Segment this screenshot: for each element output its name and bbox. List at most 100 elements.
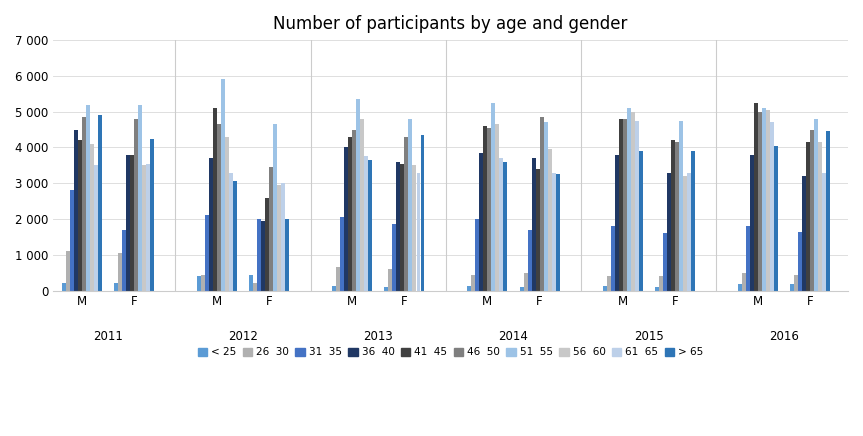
Bar [221,79,225,291]
Bar [810,129,814,291]
Bar [532,158,536,291]
Bar [337,267,340,291]
Bar [468,286,471,291]
Bar [655,287,658,291]
Bar [253,283,257,291]
Bar [639,151,643,291]
Bar [138,105,142,291]
Bar [142,165,146,291]
Bar [114,283,118,291]
Bar [791,284,794,291]
Bar [814,119,818,291]
Bar [82,117,85,291]
Bar [667,173,671,291]
Text: 2016: 2016 [769,330,799,343]
Bar [671,140,675,291]
Bar [683,176,687,291]
Bar [146,164,150,291]
Bar [90,144,93,291]
Bar [675,142,679,291]
Bar [483,126,488,291]
Bar [118,253,122,291]
Bar [556,174,559,291]
Bar [134,119,138,291]
Bar [356,99,360,291]
Bar [520,287,524,291]
Bar [78,140,82,291]
Bar [400,164,405,291]
Bar [130,155,134,291]
Bar [622,119,627,291]
Bar [627,108,631,291]
Bar [738,284,742,291]
Bar [551,173,556,291]
Bar [503,162,507,291]
Bar [281,183,285,291]
Bar [770,123,774,291]
Bar [687,173,691,291]
Bar [607,276,610,291]
Bar [679,121,683,291]
Bar [98,115,102,291]
Bar [794,275,798,291]
Bar [774,146,778,291]
Bar [348,137,352,291]
Bar [548,149,551,291]
Bar [746,226,750,291]
Bar [417,173,420,291]
Bar [388,269,393,291]
Bar [201,275,205,291]
Bar [213,108,217,291]
Text: 2012: 2012 [228,330,258,343]
Bar [495,124,500,291]
Bar [758,112,762,291]
Bar [384,287,388,291]
Bar [205,215,209,291]
Bar [480,153,483,291]
Bar [536,169,539,291]
Bar [360,119,364,291]
Bar [265,198,269,291]
Bar [742,273,746,291]
Bar [691,151,695,291]
Bar [527,230,532,291]
Bar [352,129,356,291]
Bar [286,219,289,291]
Bar [364,157,369,291]
Bar [408,119,413,291]
Bar [274,124,277,291]
Bar [277,185,281,291]
Bar [229,173,233,291]
Text: 2013: 2013 [363,330,394,343]
Bar [217,124,221,291]
Bar [150,139,154,291]
Bar [611,226,614,291]
Bar [754,103,758,291]
Bar [405,137,408,291]
Bar [332,286,336,291]
Bar [762,108,765,291]
Bar [663,233,667,291]
Bar [491,103,495,291]
Bar [806,142,810,291]
Bar [393,225,396,291]
Bar [344,147,348,291]
Bar [413,165,416,291]
Bar [94,165,98,291]
Bar [257,219,261,291]
Bar [269,167,273,291]
Bar [765,110,770,291]
Bar [261,221,265,291]
Bar [369,160,372,291]
Bar [61,283,66,291]
Text: 2015: 2015 [634,330,664,343]
Bar [396,162,400,291]
Bar [233,181,236,291]
Bar [798,232,802,291]
Bar [209,158,213,291]
Bar [122,230,126,291]
Bar [225,137,229,291]
Bar [249,275,253,291]
Bar [340,217,344,291]
Bar [476,219,479,291]
